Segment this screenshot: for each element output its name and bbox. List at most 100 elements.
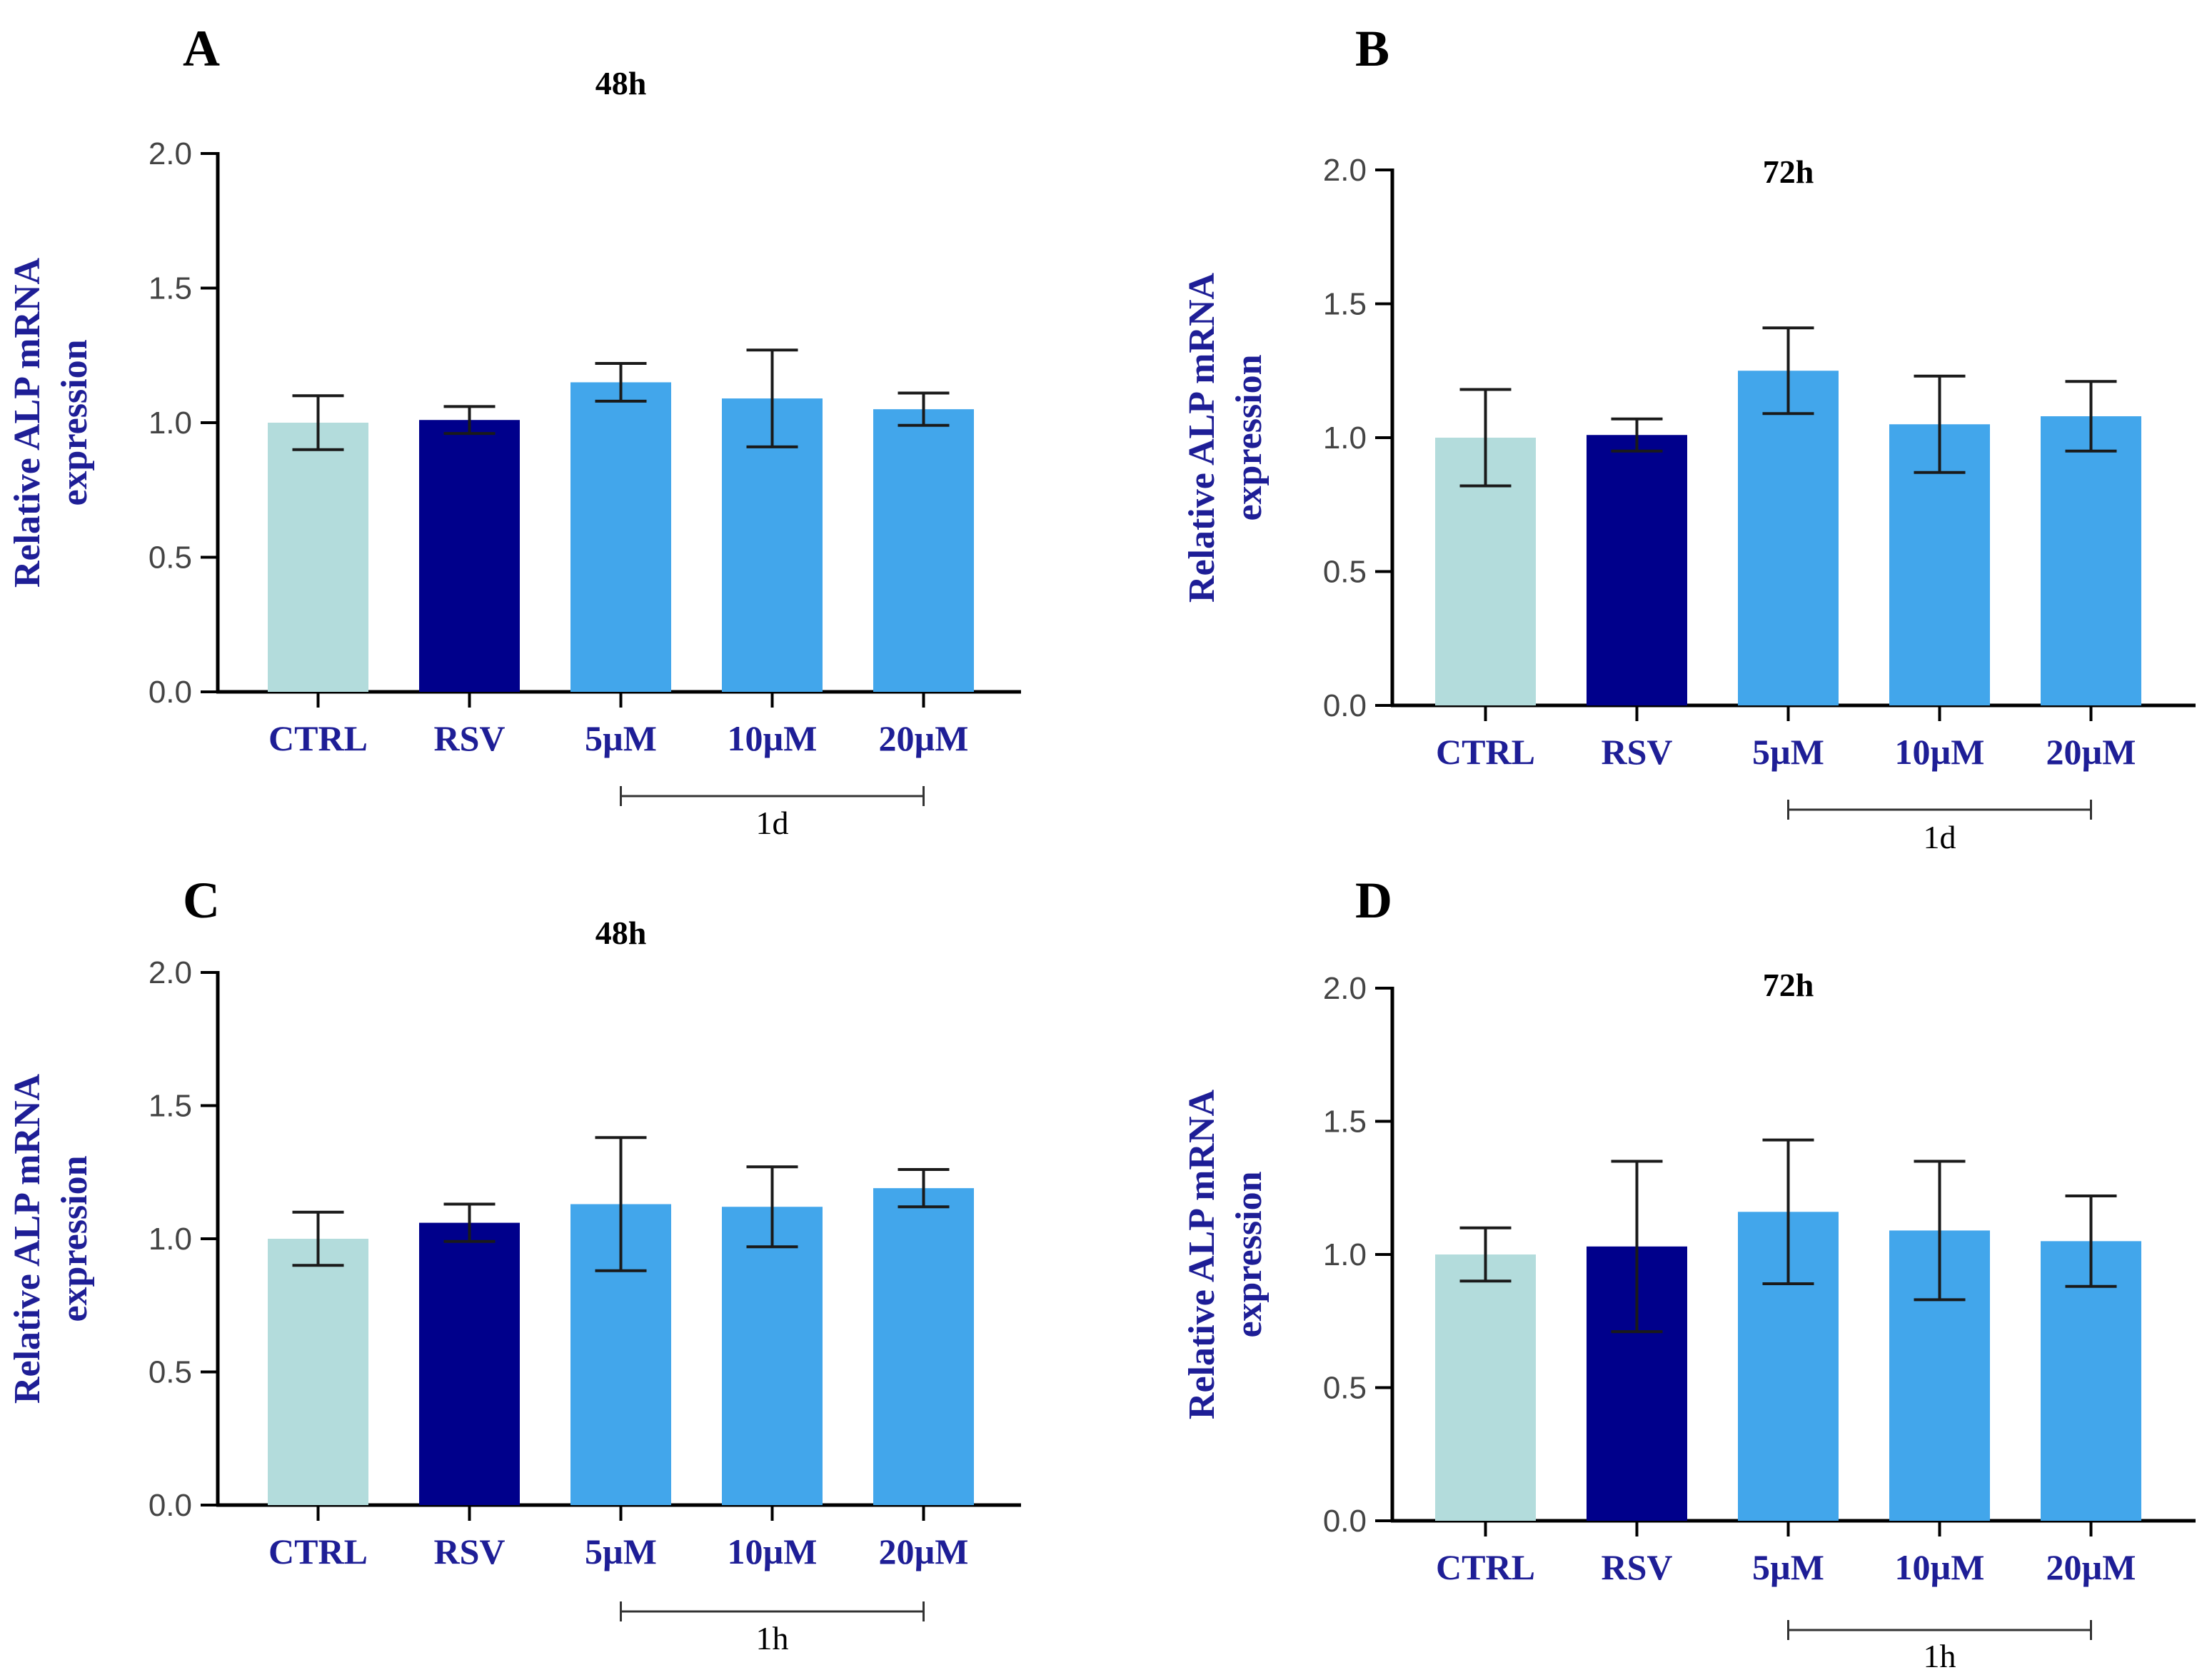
bar [1587,435,1687,705]
chart-title: 48h [595,65,647,101]
error-bar [746,348,798,448]
y-tick-label: 1.5 [1323,1105,1367,1140]
y-tick-label: 1.0 [149,1222,192,1257]
bar [1435,1254,1536,1521]
error-bar [898,391,950,427]
x-tick-label: 20µM [878,1531,968,1571]
y-axis-label: Relative ALP mRNA [1182,272,1222,603]
y-tick-label: 2.0 [1323,971,1367,1006]
y-tick-label: 0.0 [149,1488,192,1523]
error-bar [1914,1160,1966,1302]
y-axis-label: expression [54,1155,95,1322]
group-bracket: 1h [620,1601,925,1656]
bar [722,1207,823,1505]
x-tick-label: 10µM [727,718,817,758]
error-bar [746,1165,798,1249]
error-bar [2065,380,2117,453]
x-tick-label: CTRL [1436,1547,1535,1587]
x-tick-label: 20µM [2046,732,2136,772]
bar [268,423,368,692]
y-tick-label: 1.5 [1323,287,1367,322]
y-axis-label: Relative ALP mRNA [7,1073,48,1404]
x-tick-label: 10µM [727,1531,817,1571]
error-bar [292,1210,344,1267]
y-tick-label: 2.0 [149,955,192,990]
y-axis-label: Relative ALP mRNA [1182,1089,1222,1419]
bar [419,1222,520,1505]
y-tick-label: 1.0 [1323,421,1367,456]
group-bracket: 1d [620,786,925,841]
y-tick-label: 0.5 [149,1355,192,1390]
panel-c: C 48h Relative ALP mRNA expression 0.0 0.5 1.0… [7,872,1021,1656]
panel-letter: B [1355,20,1389,77]
chart-title: 48h [595,915,647,951]
panel-d: D 72h Relative ALP mRNA expression 0.0 0.5 1.0… [1182,872,2196,1674]
panel-letter: C [183,872,220,929]
error-bar [1611,1160,1663,1334]
error-bar [292,394,344,451]
chart-title: 72h [1763,154,1814,190]
y-tick-label: 1.5 [149,271,192,306]
y-tick-label: 2.0 [1323,153,1367,188]
x-tick-label: 10µM [1894,1547,1984,1587]
chart-title: 72h [1763,967,1814,1003]
group-label: 1d [1924,819,1956,855]
y-tick-label: 1.5 [149,1089,192,1124]
error-bar [1914,374,1966,474]
bar [2041,416,2141,705]
x-tick-label: 5µM [585,1531,657,1571]
x-tick-label: 20µM [878,718,968,758]
y-axis-label: expression [1229,354,1270,520]
error-bar [1459,1226,1512,1283]
panel-letter: D [1355,872,1392,929]
error-bar [1762,326,1814,416]
x-tick-label: RSV [433,718,505,758]
y-axis-label: expression [1229,1171,1270,1337]
x-tick-label: CTRL [268,718,368,758]
y-tick-label: 0.5 [1323,1371,1367,1406]
y-tick-label: 0.5 [149,540,192,575]
x-tick-label: 20µM [2046,1547,2136,1587]
x-tick-label: CTRL [1436,732,1535,772]
error-bar [595,362,647,403]
error-bar [1611,417,1663,453]
error-bar [443,405,496,436]
x-tick-label: 5µM [1752,732,1824,772]
x-tick-label: CTRL [268,1531,368,1571]
y-tick-label: 0.5 [1323,555,1367,590]
y-tick-label: 0.0 [1323,688,1367,723]
bar [419,420,520,692]
x-tick-label: RSV [1601,1547,1672,1587]
x-tick-label: RSV [433,1531,505,1571]
bar [873,1188,974,1505]
group-label: 1h [1924,1638,1956,1674]
x-tick-label: 5µM [1752,1547,1824,1587]
error-bar [443,1202,496,1243]
y-tick-label: 0.0 [149,675,192,710]
y-axis-label: expression [54,339,95,505]
bar [873,409,974,692]
group-bracket: 1h [1787,1620,2092,1674]
panel-b: B 72h Relative ALP mRNA expression 0.0 0.5 1.0… [1182,20,2196,855]
panel-a: A 48h Relative ALP mRNA expression 0.0 0.5 1.0… [7,20,1021,841]
y-axis-label: Relative ALP mRNA [7,257,48,588]
bar [1738,371,1839,705]
bar [268,1239,368,1505]
error-bar [1459,388,1512,488]
group-label: 1d [756,805,789,841]
panel-letter: A [183,20,220,77]
x-tick-label: RSV [1601,732,1672,772]
y-tick-label: 1.0 [1323,1237,1367,1272]
y-tick-label: 0.0 [1323,1504,1367,1539]
y-tick-label: 1.0 [149,406,192,441]
error-bar [898,1168,950,1209]
group-label: 1h [756,1620,789,1656]
y-tick-label: 2.0 [149,136,192,171]
group-bracket: 1d [1787,800,2092,855]
bar [570,382,671,692]
error-bar [1762,1138,1814,1286]
error-bar [2065,1194,2117,1288]
x-tick-label: 10µM [1894,732,1984,772]
x-tick-label: 5µM [585,718,657,758]
